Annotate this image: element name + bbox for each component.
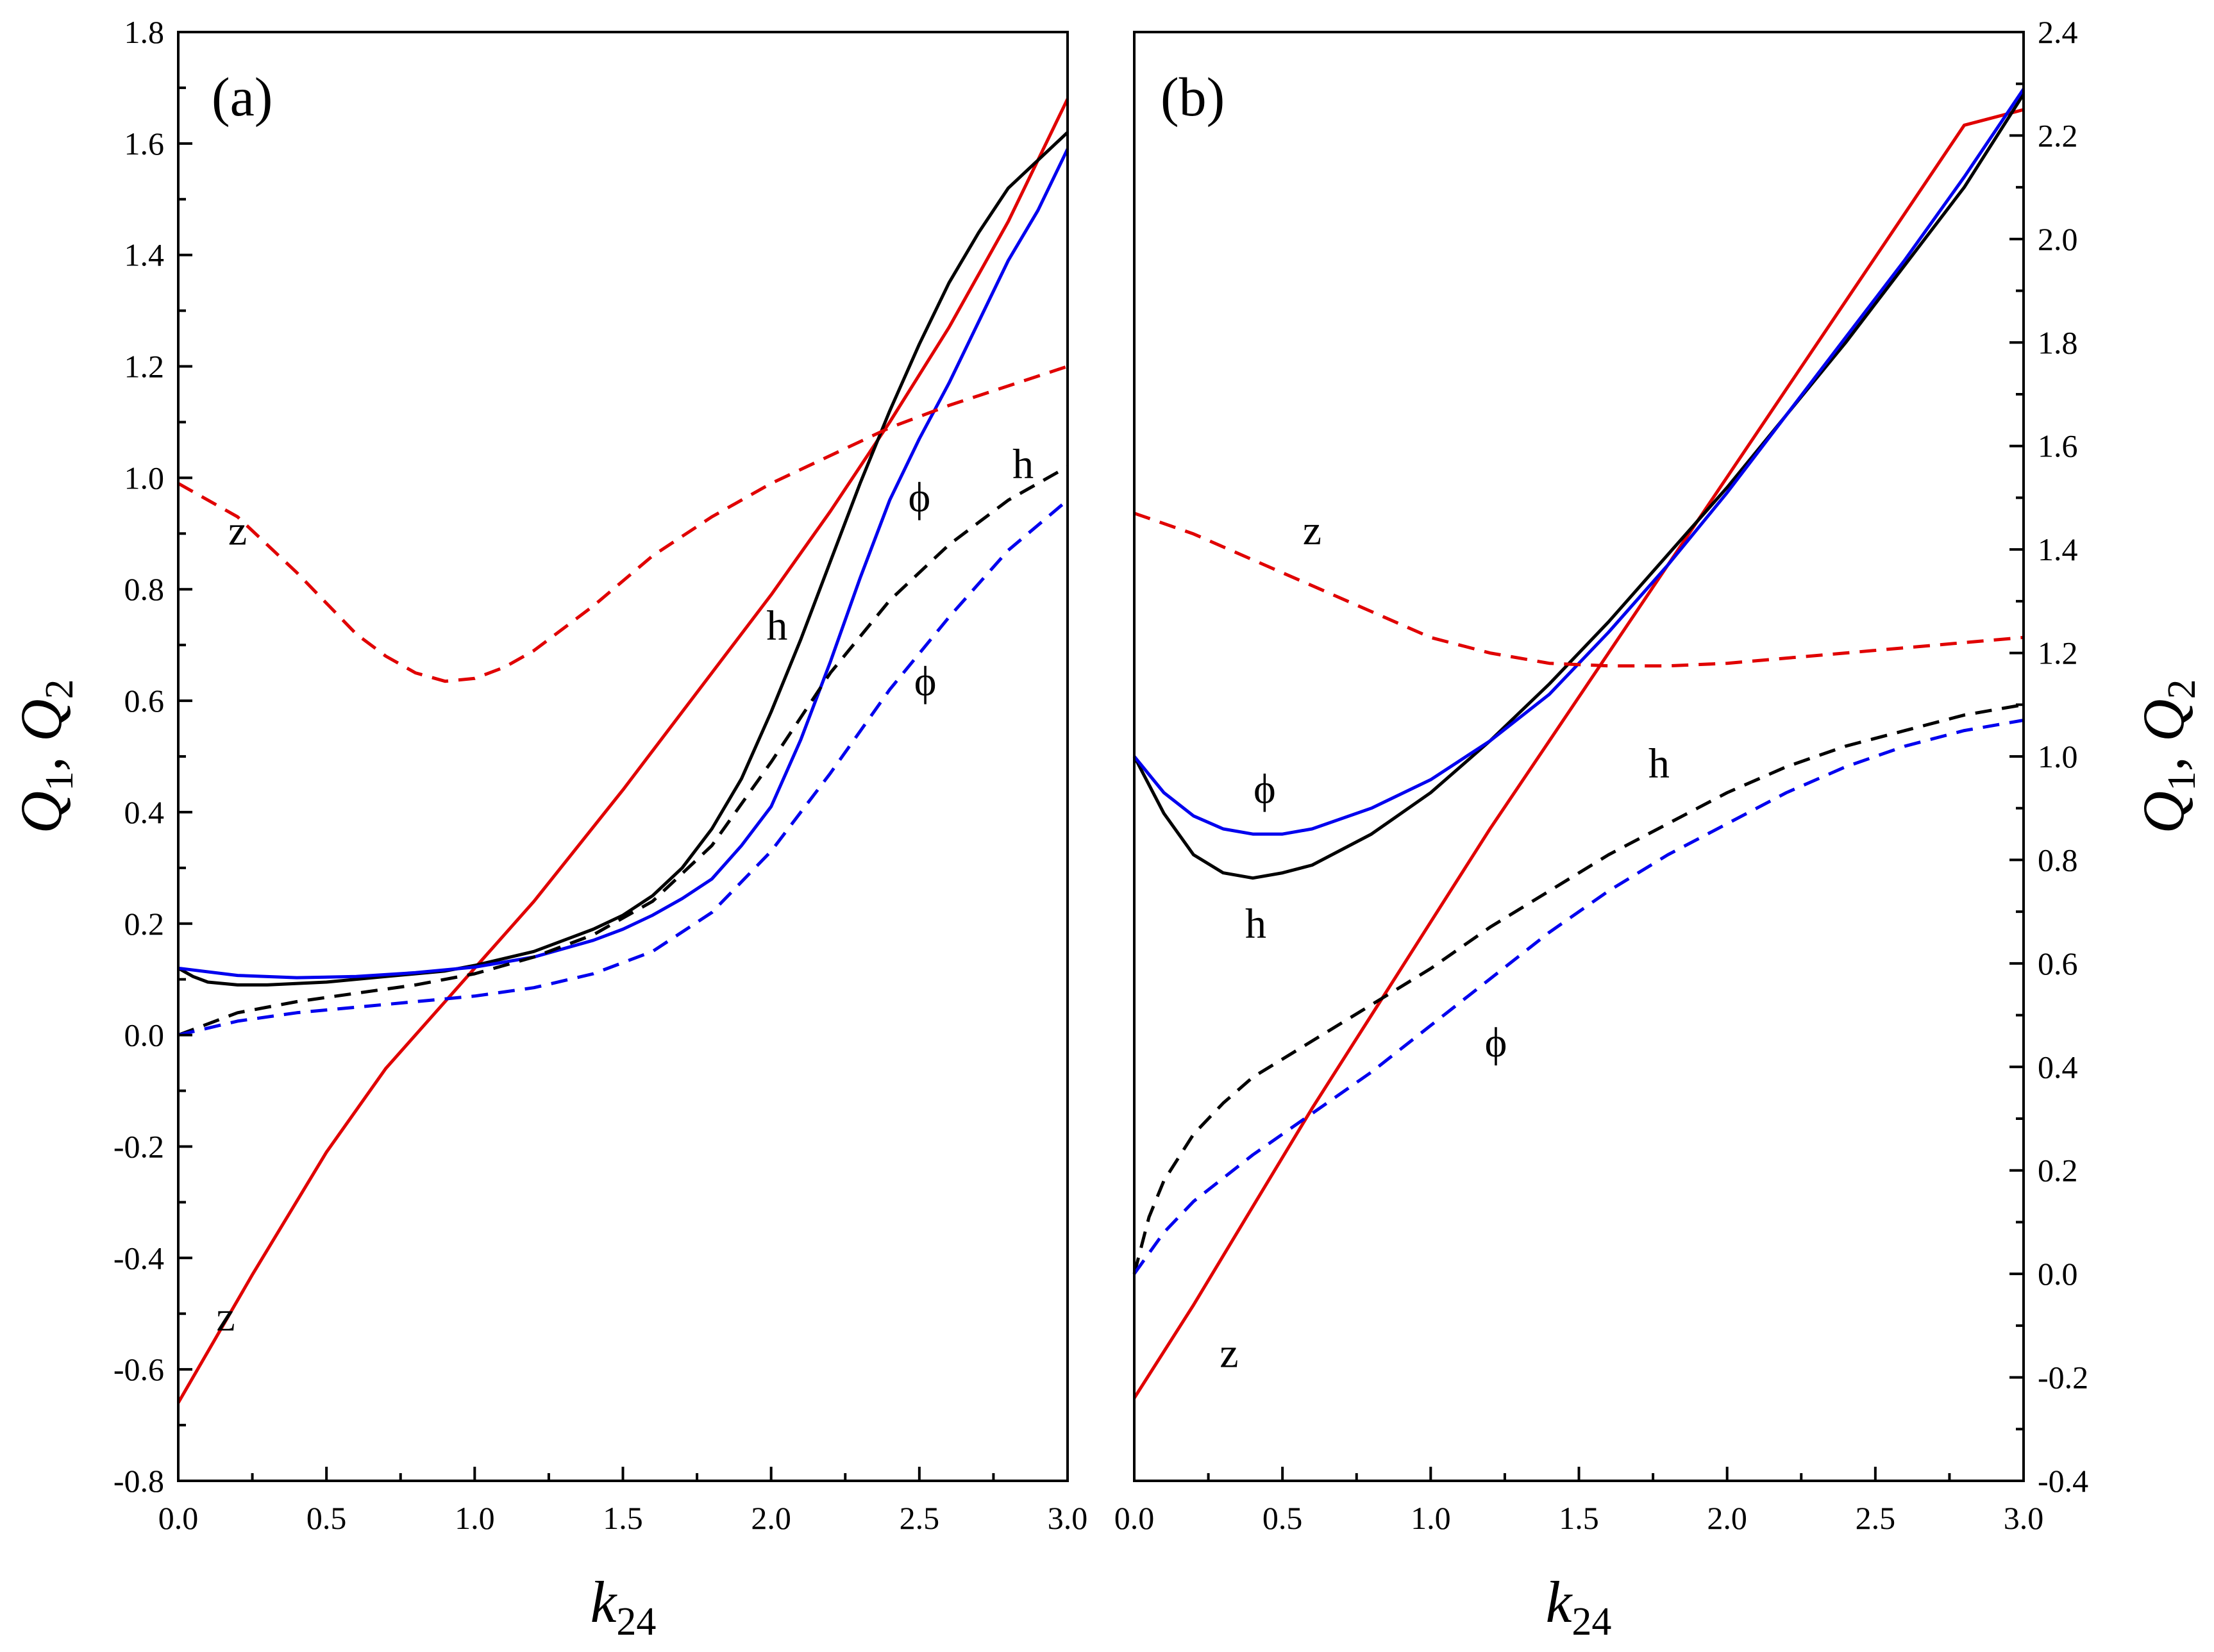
- panel-a-y-tick-label: 1.8: [124, 14, 165, 50]
- panel-a-series-q2-z: [177, 365, 1068, 683]
- panel-a-y-tick-label: 0.6: [124, 683, 165, 719]
- panel-b-curve-label-q1-z: z: [1220, 1330, 1238, 1376]
- panel-a-series-q1-h: [177, 131, 1069, 987]
- panel-a-y-tick-label: -0.2: [113, 1128, 164, 1164]
- panel-b-x-tick-label: 1.5: [1559, 1500, 1599, 1536]
- panel-b-series-q2-z: [1134, 512, 2024, 668]
- panel-a-label: (a): [212, 66, 273, 128]
- panel-a-series-q2-h: [178, 465, 1069, 1037]
- panel-a-ticks: 0.0 0.5 1.0 1.5 2.0 2.5 3.0 -0.8 -0.6 -0.4 -0.2 0.0…: [113, 14, 1087, 1536]
- panel-b-curve-label-q2-z: z: [1303, 507, 1321, 554]
- panel-b-series-q1-z: [1132, 108, 2024, 1399]
- panel-b-curve-label-q2-h: h: [1648, 740, 1670, 787]
- panel-b-y-tick-label: 0.6: [2038, 946, 2078, 981]
- panel-b-series-q1-phi: [1133, 88, 2025, 836]
- panel-b-y-tick-label: 1.6: [2038, 428, 2078, 464]
- panel-a-series-q2-phi: [178, 499, 1069, 1037]
- panel-a-curve-label-q2-h: h: [1012, 440, 1034, 487]
- panel-b-y-tick-label: -0.4: [2038, 1463, 2088, 1499]
- panel-b: 0.0 0.5 1.0 1.5 2.0 2.5 3.0-0.4 -0.2 0.0 0.2 0.4 0.…: [1114, 14, 2204, 1644]
- panel-b-y-tick-label: 0.0: [2038, 1256, 2078, 1292]
- panel-a-y-axis-title: Q1, Q2: [8, 680, 81, 834]
- panel-a-curve-label-q2-phi: ϕ: [914, 658, 937, 705]
- panel-b-y-tick-label: 1.4: [2038, 531, 2078, 567]
- panel-a-y-tick-label: 1.0: [124, 460, 165, 496]
- panel-b-x-tick-label: 2.0: [1707, 1500, 1747, 1536]
- panel-a-y-tick-label: -0.6: [113, 1351, 164, 1387]
- panel-b-curve-label-q1-h: h: [1245, 901, 1266, 947]
- panel-a-y-tick-label: 0.0: [124, 1017, 165, 1053]
- panel-b-curve-label-q2-phi: ϕ: [1485, 1019, 1507, 1066]
- panel-b-y-tick-label: 2.2: [2038, 117, 2078, 153]
- panel-b-y-tick-label: 2.0: [2038, 221, 2078, 257]
- panel-b-y-tick-label: 0.2: [2038, 1153, 2078, 1189]
- panel-b-curve-label-q1-phi: ϕ: [1254, 766, 1276, 813]
- panel-a-y-tick-label: 1.4: [124, 237, 165, 273]
- panel-a-curve-label-q1-phi: ϕ: [908, 474, 930, 521]
- panel-a-x-tick-label: 2.0: [751, 1500, 791, 1536]
- panel-a-curve-labels: z z h h ϕ ϕ: [216, 440, 1034, 1340]
- panel-b-x-tick-label: 2.5: [1856, 1500, 1896, 1536]
- panel-a: 0.0 0.5 1.0 1.5 2.0 2.5 3.0 -0.8 -0.6 -0.4 -0.2 0.0…: [8, 14, 1087, 1644]
- panel-a-x-tick-label: 0.5: [306, 1500, 347, 1536]
- panel-a-y-tick-label: 1.2: [124, 349, 165, 385]
- panel-a-x-tick-label: 3.0: [1048, 1500, 1088, 1536]
- panel-b-curve-labels: z z h h ϕ ϕ: [1220, 507, 1670, 1376]
- panel-b-y-tick-label: -0.2: [2038, 1360, 2088, 1396]
- panel-b-x-tick-label: 3.0: [2004, 1500, 2044, 1536]
- panel-a-series-q1-phi: [178, 148, 1069, 980]
- panel-b-series: [1132, 88, 2025, 1399]
- panel-b-ylabel: Q1, Q2: [2131, 680, 2204, 834]
- panel-b-y-tick-label: 2.4: [2038, 14, 2078, 50]
- panel-a-y-tick-label: 1.6: [124, 126, 165, 162]
- panel-a-y-tick-label: 0.8: [124, 571, 165, 607]
- panel-a-curve-label-q2-z: z: [228, 508, 247, 555]
- panel-b-x-tick-label: 1.0: [1411, 1500, 1451, 1536]
- panel-b-x-tick-label: 0.0: [1114, 1500, 1155, 1536]
- panel-a-curve-label-q1-h: h: [766, 602, 787, 649]
- panel-a-curve-label-q1-z: z: [216, 1293, 235, 1340]
- panel-a-series-q1-z: [176, 98, 1069, 1404]
- panel-b-series-q2-h: [1132, 703, 2024, 1274]
- panel-b-y-tick-label: 1.2: [2038, 635, 2078, 671]
- panel-b-label: (b): [1161, 66, 1225, 128]
- panel-b-y-tick-label: 1.8: [2038, 324, 2078, 360]
- panel-b-series-q2-phi: [1132, 719, 2024, 1275]
- panel-a-y-tick-label: -0.4: [113, 1240, 164, 1276]
- panel-a-series: [176, 98, 1069, 1404]
- panel-a-ylabel: Q1, Q2: [8, 680, 81, 834]
- panel-b-y-tick-label: 1.0: [2038, 738, 2078, 774]
- panel-a-y-tick-label: -0.8: [113, 1463, 164, 1499]
- panel-a-x-tick-label: 2.5: [900, 1500, 940, 1536]
- panel-a-y-tick-label: 0.4: [124, 794, 165, 830]
- panel-a-x-tick-label: 0.0: [158, 1500, 199, 1536]
- panel-b-y-tick-label: 0.4: [2038, 1049, 2078, 1085]
- panel-a-x-tick-label: 1.5: [603, 1500, 643, 1536]
- panel-b-y-axis-title: Q1, Q2: [2131, 680, 2204, 834]
- panel-b-x-tick-label: 0.5: [1262, 1500, 1303, 1536]
- panel-b-ticks: 0.0 0.5 1.0 1.5 2.0 2.5 3.0-0.4 -0.2 0.0 0.2 0.4 0.…: [1114, 14, 2088, 1536]
- panel-b-y-tick-label: 0.8: [2038, 842, 2078, 878]
- panel-a-y-tick-label: 0.2: [124, 906, 165, 942]
- panel-a-x-tick-label: 1.0: [455, 1500, 495, 1536]
